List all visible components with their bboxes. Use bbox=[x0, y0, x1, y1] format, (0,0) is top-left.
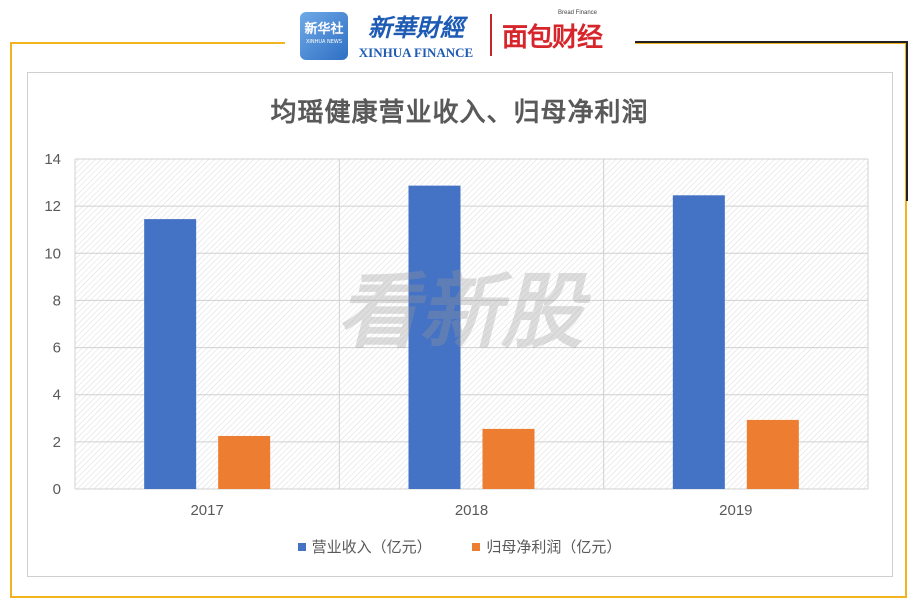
bar-revenue-2019 bbox=[672, 195, 725, 490]
watermark: 看新股 bbox=[337, 265, 591, 360]
xinhua-finance-logo-en: XINHUA FINANCE bbox=[358, 45, 474, 60]
y-axis-ticks: 0 2 4 6 8 10 12 14 bbox=[44, 151, 61, 498]
y-tick-label: 12 bbox=[44, 198, 61, 215]
chart-title: 均瑶健康营业收入、归母净利润 bbox=[270, 98, 649, 128]
bars bbox=[144, 185, 799, 490]
y-tick-label: 4 bbox=[53, 387, 61, 404]
xinhua-news-badge-logo: 新华社 XINHUA NEWS bbox=[300, 12, 348, 60]
legend-swatch-revenue bbox=[297, 542, 306, 551]
bar-revenue-2018 bbox=[408, 185, 461, 489]
frame-accent-top bbox=[630, 41, 908, 43]
gridlines bbox=[74, 158, 869, 490]
y-tick-label: 2 bbox=[53, 434, 61, 451]
y-tick-label: 0 bbox=[53, 481, 61, 498]
legend-item-revenue: 营业收入（亿元） bbox=[297, 536, 432, 557]
bar-revenue-2017 bbox=[144, 219, 197, 489]
badge-label: 新华社 bbox=[304, 22, 344, 37]
plot-area bbox=[75, 159, 868, 489]
bar-profit-2019 bbox=[746, 419, 799, 489]
y-tick-label: 10 bbox=[44, 245, 61, 262]
y-tick-label: 8 bbox=[53, 292, 61, 309]
x-axis-ticks: 2017 2018 2019 bbox=[190, 502, 752, 519]
x-tick-label: 2019 bbox=[719, 502, 752, 519]
legend-swatch-profit bbox=[472, 542, 481, 551]
legend-label-revenue: 营业收入（亿元） bbox=[311, 538, 432, 556]
bread-finance-logo-en: Bread Finance bbox=[558, 10, 598, 16]
legend-item-profit: 归母净利润（亿元） bbox=[472, 536, 621, 557]
y-tick-label: 6 bbox=[53, 340, 61, 357]
xinhua-finance-logo: 新華財經 bbox=[368, 13, 464, 42]
legend-label-profit: 归母净利润（亿元） bbox=[486, 538, 622, 556]
bar-profit-2017 bbox=[218, 435, 271, 489]
frame-accent-right bbox=[906, 41, 908, 201]
x-tick-label: 2018 bbox=[455, 502, 488, 519]
bar-profit-2018 bbox=[482, 428, 535, 489]
badge-sublabel: XINHUA NEWS bbox=[305, 39, 343, 45]
x-tick-label: 2017 bbox=[190, 502, 223, 519]
legend: 营业收入（亿元） 归母净利润（亿元） bbox=[0, 536, 919, 557]
bread-finance-logo: 面包财经 bbox=[502, 23, 603, 53]
logo-divider bbox=[490, 14, 492, 56]
y-tick-label: 14 bbox=[44, 151, 61, 168]
